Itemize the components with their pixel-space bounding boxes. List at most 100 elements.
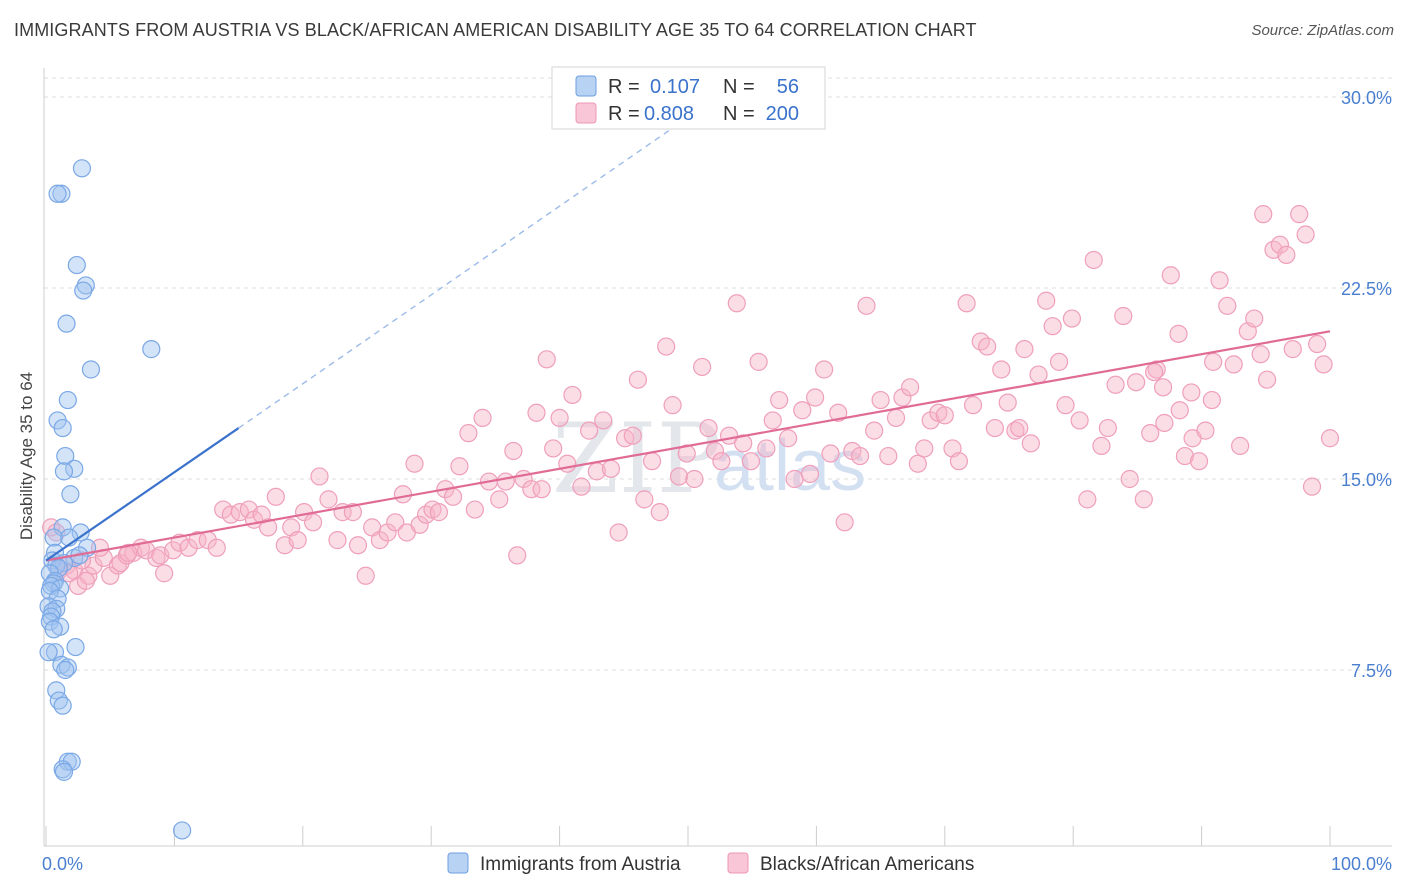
data-point	[310, 467, 329, 486]
x-tick-label-max: 100.0%	[1331, 854, 1392, 874]
data-point	[1245, 309, 1264, 328]
data-point	[879, 446, 898, 466]
data-point	[949, 452, 969, 471]
data-point	[53, 418, 72, 438]
data-point	[1106, 375, 1125, 394]
data-point	[522, 480, 541, 499]
data-point	[57, 314, 76, 333]
legend-n-label-2: N =	[723, 103, 755, 125]
data-point	[496, 472, 515, 491]
data-point	[537, 350, 556, 369]
data-point	[259, 518, 278, 537]
data-point	[1308, 334, 1327, 354]
series-legend-swatch-blue	[447, 852, 469, 874]
trendline-austria	[45, 427, 240, 562]
data-point	[871, 390, 890, 410]
data-point	[1204, 352, 1223, 371]
data-point	[963, 396, 983, 415]
data-point	[749, 352, 768, 371]
legend-n-label-1: N =	[723, 76, 755, 98]
data-point	[657, 337, 676, 356]
data-point	[119, 543, 138, 562]
data-point	[558, 454, 577, 473]
data-point	[806, 388, 825, 407]
data-point	[79, 566, 98, 585]
data-point	[998, 393, 1017, 412]
data-point	[303, 513, 323, 532]
data-point	[66, 637, 85, 657]
data-point	[386, 513, 405, 532]
data-point	[76, 571, 95, 590]
data-point	[650, 503, 669, 522]
data-point	[550, 408, 569, 427]
data-point	[465, 500, 484, 519]
data-point	[1189, 452, 1209, 471]
data-point	[319, 490, 338, 509]
data-point	[370, 531, 389, 550]
data-point	[490, 490, 509, 509]
data-point	[450, 457, 469, 476]
axes	[43, 68, 1392, 847]
data-point	[1202, 390, 1221, 410]
data-point	[829, 403, 848, 422]
data-point	[54, 462, 74, 481]
data-point	[1141, 424, 1160, 443]
data-point	[58, 390, 77, 410]
data-point	[609, 523, 628, 542]
y-axis-title: Disability Age 35 to 64	[17, 372, 36, 540]
data-point	[61, 485, 80, 504]
data-point	[699, 418, 718, 438]
data-point	[48, 184, 67, 203]
data-point	[443, 487, 463, 506]
series-legend-swatch-pink	[727, 852, 749, 874]
data-point	[741, 452, 761, 471]
data-point	[978, 337, 997, 356]
data-point	[1231, 436, 1250, 455]
series-points	[39, 159, 1340, 840]
data-point	[266, 487, 285, 506]
data-point	[343, 503, 362, 522]
data-point	[985, 418, 1004, 438]
data-point	[757, 439, 776, 458]
data-point	[1049, 352, 1069, 371]
data-point	[74, 281, 93, 300]
data-point	[1127, 373, 1146, 392]
series-legend-label-pink: Blacks/African Americans	[760, 854, 974, 875]
legend-n-value-1: 56	[777, 76, 799, 98]
data-point	[669, 467, 689, 486]
data-point	[1084, 250, 1103, 270]
y-tick-label: 7.5%	[1351, 661, 1392, 681]
watermark-atlas: atlas	[714, 426, 866, 506]
data-point	[815, 360, 834, 379]
data-point	[544, 439, 563, 458]
data-point	[594, 411, 613, 430]
data-point	[693, 357, 712, 377]
data-point	[770, 390, 789, 410]
data-point	[1169, 324, 1188, 343]
data-point	[785, 469, 804, 489]
data-point	[1277, 245, 1296, 264]
data-point	[992, 360, 1011, 379]
data-point	[623, 426, 642, 445]
data-point	[915, 439, 934, 458]
data-point	[508, 546, 527, 565]
data-point	[459, 424, 478, 443]
data-point	[865, 421, 884, 440]
data-point	[601, 459, 621, 478]
trend-lines	[45, 116, 1331, 562]
legend-r-label-2: R =	[608, 103, 640, 125]
data-point	[378, 523, 397, 542]
data-point	[44, 528, 63, 547]
data-point	[1098, 418, 1117, 438]
data-point	[1283, 340, 1302, 359]
data-point	[1134, 490, 1153, 509]
data-point	[108, 556, 128, 575]
data-point	[1078, 490, 1097, 509]
data-point	[1043, 317, 1062, 336]
legend-n-value-2: 200	[766, 103, 799, 125]
data-point	[763, 411, 782, 430]
data-point	[857, 296, 876, 315]
data-point	[1251, 345, 1270, 364]
data-point	[1021, 434, 1040, 453]
